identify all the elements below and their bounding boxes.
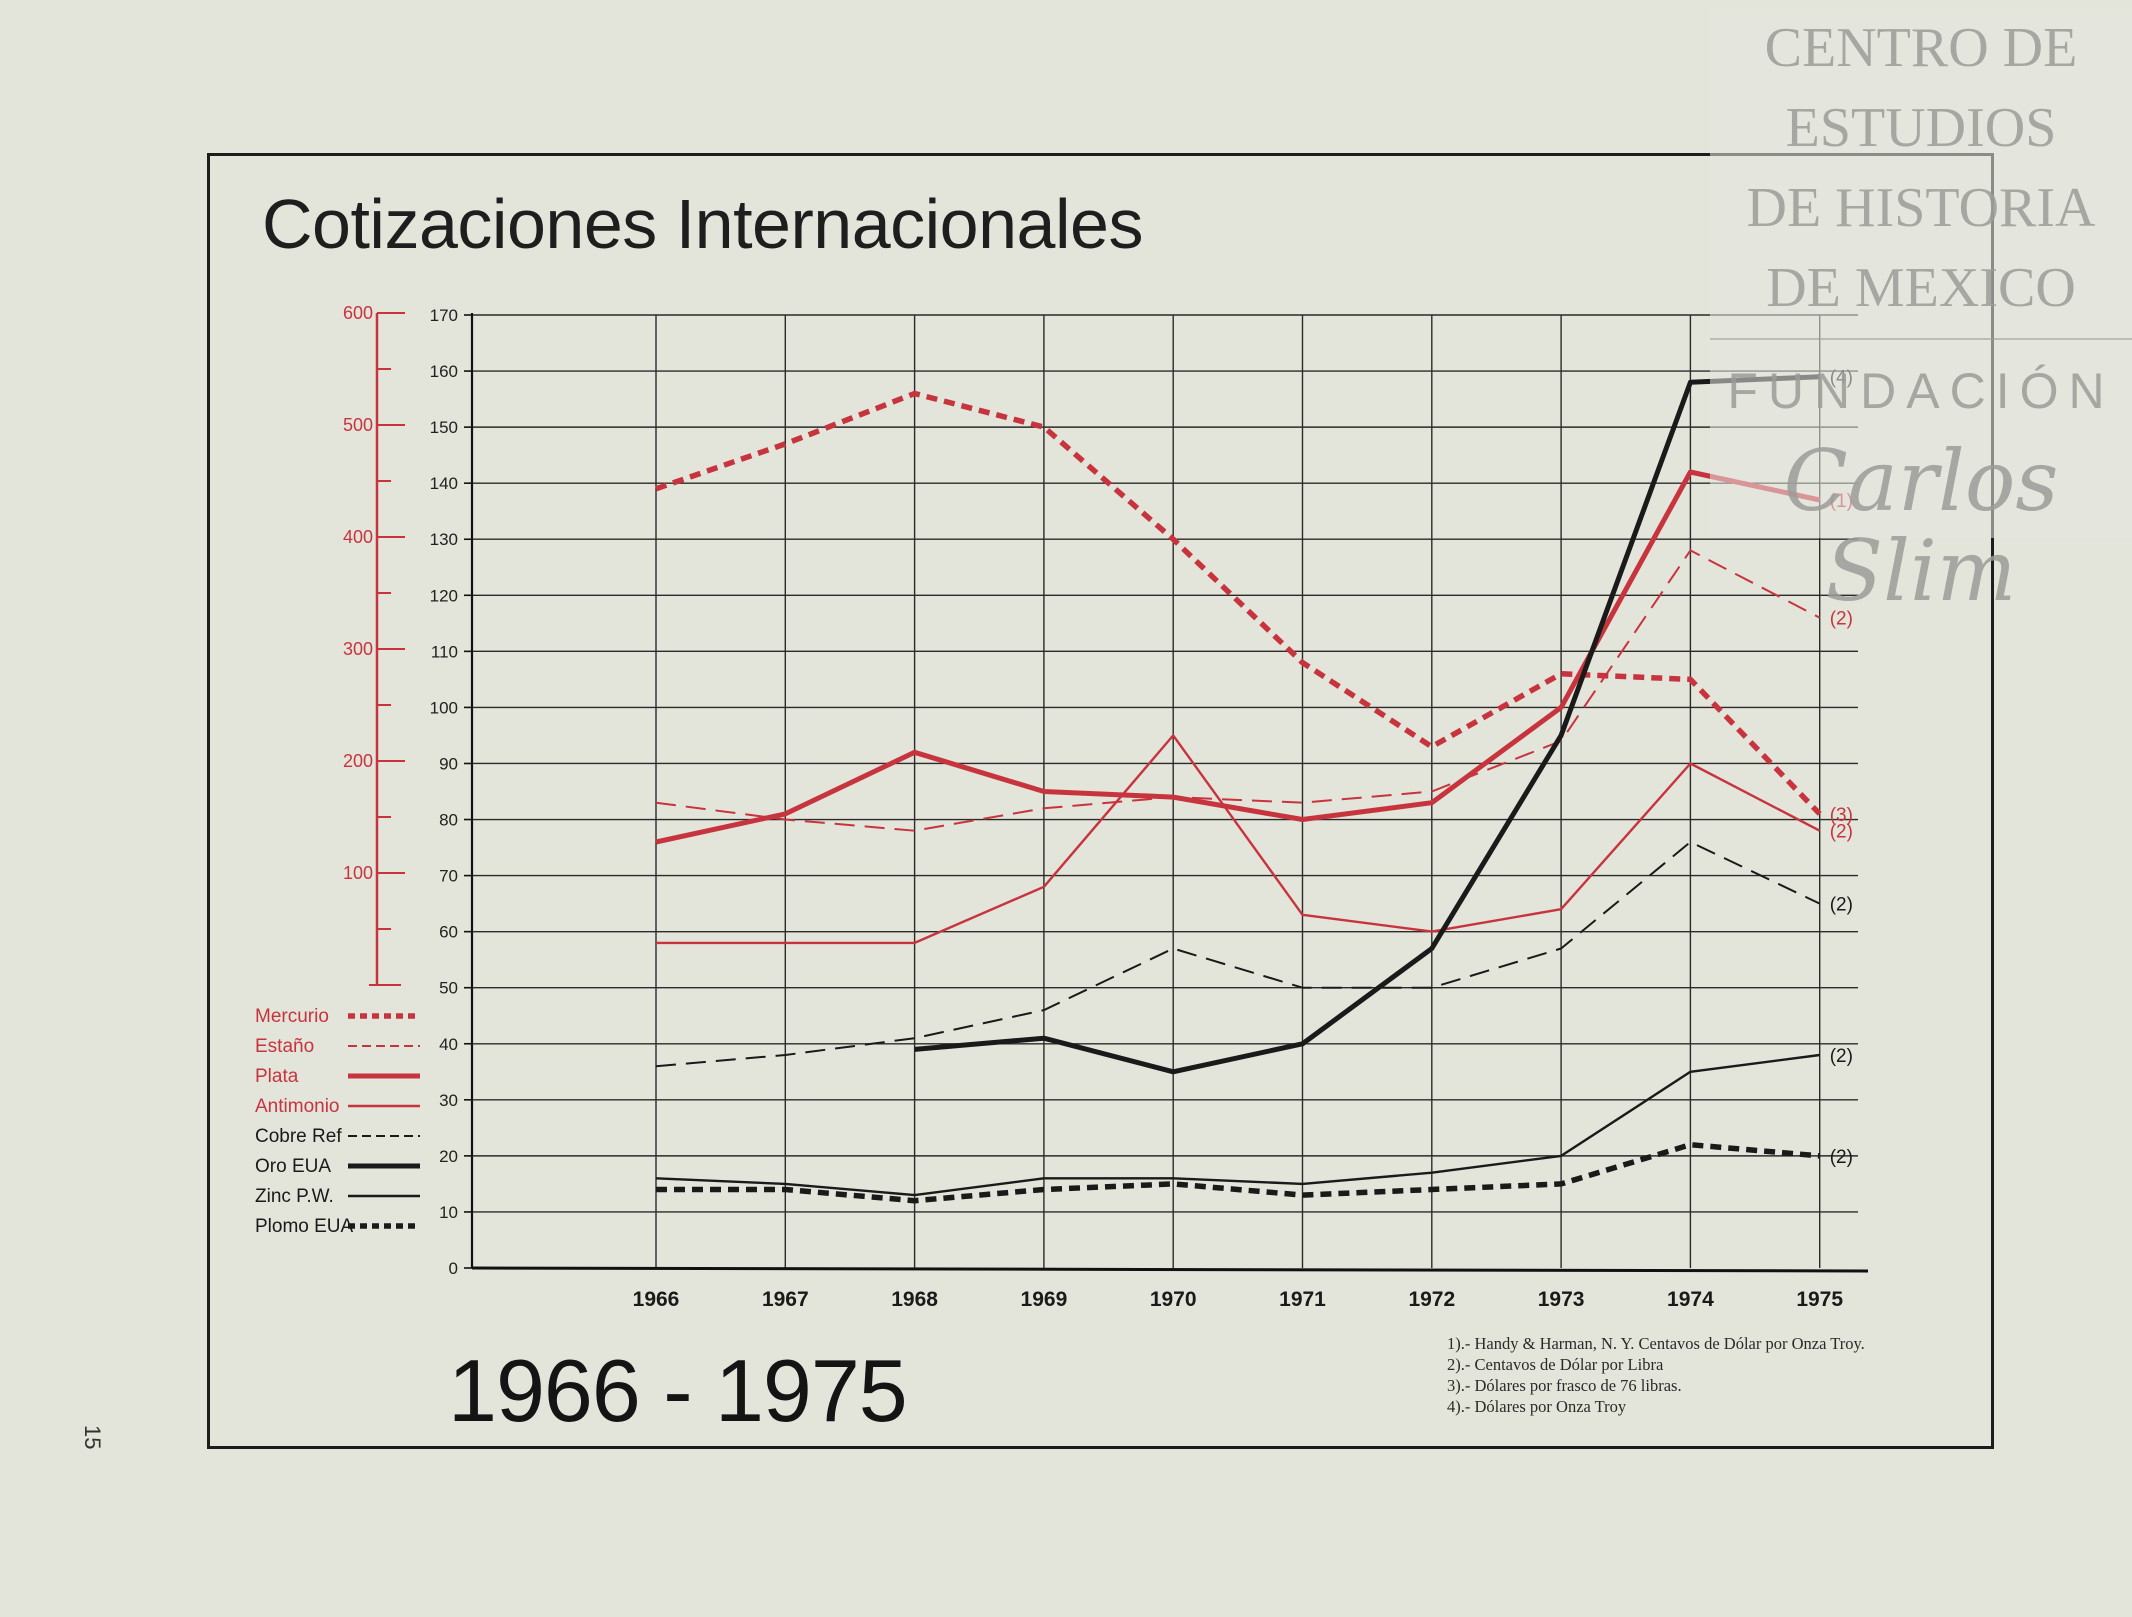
y-tick-label: 90 (439, 754, 458, 773)
secondary-tick-label: 400 (343, 527, 373, 547)
series-lines (655, 374, 1822, 1204)
series-line-cobre-ref (655, 841, 1821, 1068)
series-end-label: (2) (1830, 822, 1853, 843)
chart-frame (207, 153, 1994, 1449)
series-end-label: (2) (1830, 895, 1853, 916)
footnote: 3).- Dólares por frasco de 76 libras. (1447, 1376, 1682, 1395)
secondary-tick-label: 100 (343, 863, 373, 883)
series-line-plomo-eua (656, 1141, 1820, 1204)
legend-label: Plomo EUA (255, 1216, 354, 1237)
y-tick-label: 140 (430, 474, 458, 493)
y-tick-label: 170 (430, 306, 458, 325)
y-tick-label: 10 (439, 1203, 458, 1222)
series-line-zinc-p-w (655, 1053, 1820, 1197)
x-tick-label: 1966 (633, 1288, 680, 1311)
y-tick-label: 110 (431, 642, 458, 661)
series-end-label: (2) (1830, 609, 1853, 630)
series-line-antimonio (656, 734, 1821, 945)
series-line-plata (655, 469, 1821, 845)
y-tick-label: 0 (449, 1259, 458, 1278)
series-end-label: (2) (1830, 1147, 1853, 1168)
legend-label: Plata (255, 1066, 299, 1087)
watermark-foundation: FUNDACIÓN (1727, 363, 2115, 419)
y-tick-label: 130 (430, 530, 458, 549)
x-tick-label: 1967 (762, 1288, 809, 1311)
x-tick-label: 1973 (1538, 1288, 1585, 1311)
watermark: CENTRO DE ESTUDIOS DE HISTORIA DE MEXICO… (1710, 8, 2132, 616)
y-tick-label: 60 (439, 923, 458, 942)
x-tick-label: 1974 (1667, 1288, 1714, 1311)
watermark-line: DE HISTORIA (1746, 177, 2096, 239)
secondary-tick-label: 300 (343, 639, 373, 659)
watermark-divider (1710, 338, 2132, 340)
legend-label: Estaño (255, 1036, 314, 1057)
x-tick-label: 1968 (891, 1288, 938, 1311)
y-tick-label: 50 (439, 979, 458, 998)
tick-labels: 0 10 20 30 40 50 60 70 80 90 100 110 120 130 140 150 160… (343, 303, 1843, 1311)
secondary-tick-label: 500 (343, 415, 373, 435)
footnotes: 1).- Handy & Harman, N. Y. Centavos de D… (1447, 1333, 1865, 1417)
x-tick-label: 1975 (1796, 1288, 1843, 1311)
series-line-oro-eua (914, 374, 1820, 1075)
secondary-tick-label: 600 (343, 303, 373, 323)
x-tick-label: 1970 (1150, 1288, 1197, 1311)
y-tick-label: 120 (430, 586, 458, 605)
y-tick-label: 100 (430, 698, 458, 717)
watermark-line: ESTUDIOS (1785, 97, 2057, 159)
legend-label: Cobre Ref (255, 1126, 342, 1147)
legend-label: Mercurio (255, 1006, 329, 1027)
legend-label: Zinc P.W. (255, 1186, 334, 1207)
x-tick-label: 1971 (1279, 1288, 1326, 1311)
footnote: 1).- Handy & Harman, N. Y. Centavos de D… (1447, 1334, 1865, 1353)
watermark-line: CENTRO DE (1764, 17, 2078, 79)
page-number: 15 (80, 1425, 105, 1450)
secondary-tick-label: 200 (343, 751, 373, 771)
grid (472, 314, 1858, 1268)
watermark-signature: Carlos Slim (1783, 432, 2059, 620)
footnote: 4).- Dólares por Onza Troy (1447, 1397, 1627, 1416)
series-line-mercurio (655, 390, 1822, 816)
y-tick-label: 30 (439, 1091, 458, 1110)
watermark-line: DE MEXICO (1766, 257, 2076, 319)
x-tick-label: 1972 (1408, 1288, 1455, 1311)
legend-label: Antimonio (255, 1096, 340, 1117)
date-range: 1966 - 1975 (448, 1341, 908, 1440)
y-tick-label: 40 (439, 1035, 458, 1054)
y-tick-label: 80 (439, 811, 458, 830)
legend-label: Oro EUA (255, 1156, 331, 1177)
y-tick-label: 160 (430, 362, 458, 381)
y-tick-label: 70 (439, 867, 458, 886)
series-end-label: (3) (1830, 805, 1853, 826)
series-line-esta-o (655, 549, 1821, 832)
chart-title: Cotizaciones Internacionales (262, 185, 1143, 263)
x-axis-line (471, 1266, 1869, 1273)
series-end-label: (2) (1830, 1046, 1853, 1067)
y-tick-label: 150 (430, 418, 458, 437)
axes (375, 313, 1869, 1273)
footnote: 2).- Centavos de Dólar por Libra (1447, 1355, 1664, 1374)
legend: Mercurio Estaño Plata Antimonio Cobre Ref Oro… (255, 1006, 420, 1237)
y-tick-label: 20 (439, 1147, 458, 1166)
x-tick-label: 1969 (1021, 1288, 1068, 1311)
